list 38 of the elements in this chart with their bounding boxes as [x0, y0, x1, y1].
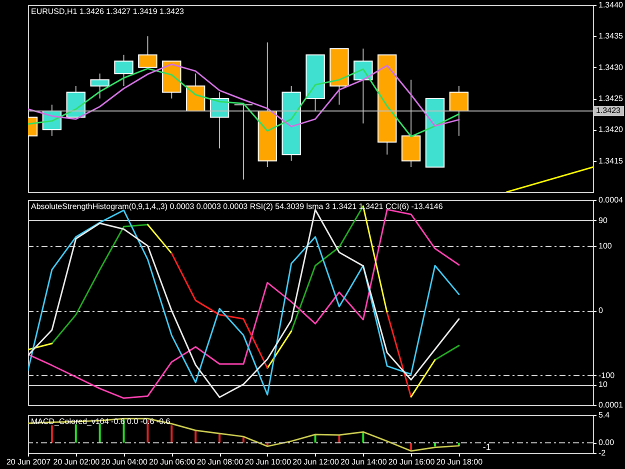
ref-line-label: 1.3423: [596, 106, 622, 115]
x-tick-label: 20 Jun 04:00: [101, 458, 148, 466]
y-tick-label: 5.4: [598, 410, 610, 420]
y-tick-label: 1.3420: [598, 125, 624, 134]
y-tick-label: 1.3425: [598, 94, 624, 103]
x-tick-label: 20 Jun 16:00: [388, 458, 436, 466]
chart-title: EURUSD,H1 1.3426 1.3427 1.3419 1.3423: [31, 7, 185, 16]
y-tick-label: -2: [598, 448, 606, 458]
x-tick-label: 20 Jun 10:00: [244, 458, 292, 466]
candlestick: [90, 73, 110, 99]
y3-tick-label: 0.0004: [598, 196, 624, 204]
y-tick-label: 0.00: [598, 438, 615, 448]
chart-title: AbsoluteStrengthHistogram(0,9,1,4,,3) 0.0003 0.0003 0.0003 RSI(2) 54.3039 lsma 3 1.3421 1.3421 CCI(6) -13.4146: [31, 202, 444, 211]
bar: [170, 425, 173, 443]
y-tick-label: 1.3435: [598, 32, 624, 41]
bar: [50, 425, 53, 443]
candlestick: [138, 36, 158, 68]
x-tick-label: 20 Jun 12:00: [292, 458, 340, 466]
x-tick-label: 20 Jun 02:00: [53, 458, 100, 466]
y3-tick-label: 0.0001: [598, 400, 624, 410]
y2-tick-label: 90: [598, 216, 608, 225]
y2-tick-label: 10: [598, 380, 608, 389]
x-tick-label: 20 Jun 08:00: [196, 458, 244, 466]
annotation: -1: [482, 442, 491, 452]
y-tick-label: 1.3440: [598, 0, 624, 10]
bar: [74, 424, 77, 443]
x-tick-label: 20 Jun 18:00: [436, 458, 484, 466]
y-tick-label: 0: [598, 306, 604, 316]
x-tick-label: 20 Jun 2007: [6, 458, 52, 466]
x-tick-label: 20 Jun 14:00: [340, 458, 388, 466]
y-tick-label: 1.3430: [598, 62, 624, 72]
y-tick-label: 1.3415: [598, 156, 624, 166]
y-tick-label: -100: [598, 370, 616, 380]
y-tick-label: 100: [598, 241, 612, 250]
candlestick: [114, 54, 134, 87]
x-tick-label: 20 Jun 06:00: [149, 458, 196, 466]
bar: [194, 430, 197, 443]
line-series: [28, 418, 460, 452]
